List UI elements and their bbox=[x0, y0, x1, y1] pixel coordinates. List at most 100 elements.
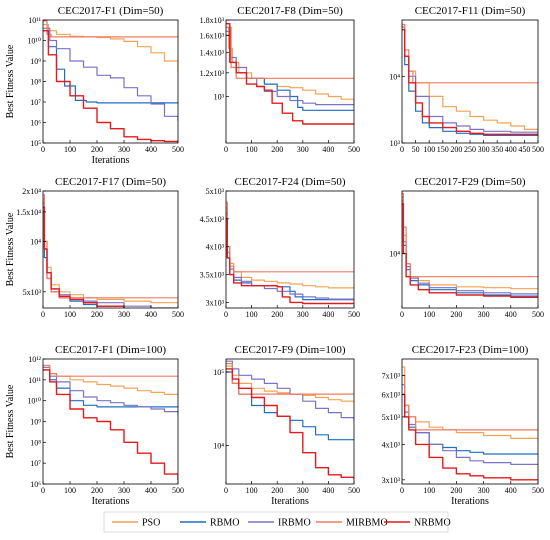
series-line-rbmo bbox=[402, 203, 538, 297]
x-tick-label: 300 bbox=[118, 145, 130, 154]
y-tick-label: 10⁷ bbox=[30, 98, 41, 107]
x-tick-label: 200 bbox=[91, 486, 103, 495]
series-group bbox=[43, 364, 178, 481]
y-tick-label: 10⁵ bbox=[30, 139, 41, 148]
series-line-rbmo bbox=[43, 30, 178, 104]
x-tick-label: 400 bbox=[505, 145, 517, 154]
series-group bbox=[402, 192, 538, 298]
x-tick-label: 0 bbox=[41, 310, 45, 319]
y-tick-label: 10⁸ bbox=[30, 78, 41, 87]
series-line-nrbmo bbox=[226, 368, 354, 480]
x-tick-label: 200 bbox=[450, 145, 462, 154]
legend-label-nrbmo: NRBMO bbox=[414, 518, 451, 529]
plot-frame bbox=[401, 190, 539, 309]
panel-title: CEC2017-F23 (Dim=100) bbox=[412, 344, 529, 356]
y-tick-label: 5x10³ bbox=[23, 288, 42, 297]
x-tick-label: 300 bbox=[297, 145, 309, 154]
x-tick-label: 200 bbox=[271, 145, 283, 154]
panel-4: CEC2017-F17 (Dim=50) 0 100 200 300 400 500 2x10… bbox=[5, 176, 184, 319]
y-tick-label: 10⁹ bbox=[30, 57, 41, 66]
x-tick-label: 350 bbox=[491, 145, 503, 154]
series-line-mirbmo bbox=[226, 363, 354, 395]
y-tick-label: 3x10³ bbox=[206, 298, 225, 307]
legend: PSO RBMO IRBMO MIRBMO NRBMO bbox=[103, 511, 451, 533]
y-tick-label: 1.2x10³ bbox=[200, 69, 225, 78]
x-tick-label: 0 bbox=[224, 486, 228, 495]
plot-frame bbox=[225, 190, 355, 309]
y-tick-label: 5x10³ bbox=[206, 187, 225, 196]
y-axis-label: Best Fitness Value bbox=[5, 44, 16, 118]
series-line-nrbmo bbox=[402, 203, 538, 298]
y-tick-label: 7x10³ bbox=[382, 371, 401, 380]
series-line-pso bbox=[402, 196, 538, 290]
x-tick-label: 500 bbox=[348, 486, 360, 495]
series-group bbox=[226, 201, 354, 305]
panel-title: CEC2017-F1 (Dim=50) bbox=[58, 5, 164, 17]
series-line-pso bbox=[226, 207, 354, 289]
x-tick-label: 100 bbox=[246, 310, 258, 319]
plot-frame bbox=[225, 19, 355, 144]
y-axis-label: Best Fitness Value bbox=[5, 384, 16, 458]
x-tick-label: 400 bbox=[505, 486, 517, 495]
y-tick-label: 10⁴ bbox=[389, 72, 400, 81]
x-tick-label: 100 bbox=[246, 145, 258, 154]
series-line-mirbmo bbox=[402, 23, 538, 84]
plot-frame bbox=[42, 190, 179, 309]
series-group bbox=[402, 23, 538, 136]
x-tick-label: 500 bbox=[348, 310, 360, 319]
panel-8: CEC2017-F9 (Dim=100) 0 100 200 300 400 500 10⁵ 1… bbox=[213, 344, 360, 507]
legend-label-pso: PSO bbox=[142, 518, 160, 529]
series-line-mirbmo bbox=[402, 192, 538, 278]
series-group bbox=[226, 23, 354, 125]
x-tick-label: 500 bbox=[532, 310, 544, 319]
panel-title: CEC2017-F9 (Dim=100) bbox=[234, 344, 345, 356]
panel-3: CEC2017-F11 (Dim=50) 0 50 100 150 200 250 300 35… bbox=[389, 5, 544, 154]
y-tick-label: 10⁴ bbox=[30, 237, 41, 246]
x-tick-label: 100 bbox=[64, 486, 76, 495]
x-tick-label: 200 bbox=[91, 310, 103, 319]
x-tick-label: 500 bbox=[532, 486, 544, 495]
x-tick-label: 100 bbox=[64, 145, 76, 154]
x-tick-label: 300 bbox=[478, 486, 490, 495]
x-tick-label: 0 bbox=[41, 486, 45, 495]
y-tick-label: 10¹¹ bbox=[28, 376, 41, 385]
y-tick-label: 10¹⁰ bbox=[27, 397, 41, 406]
x-tick-label: 0 bbox=[224, 145, 228, 154]
legend-label-rbmo: RBMO bbox=[210, 518, 239, 529]
series-line-nrbmo bbox=[226, 218, 354, 305]
series-line-nrbmo bbox=[402, 29, 538, 135]
x-tick-label: 0 bbox=[400, 310, 404, 319]
y-tick-label: 10⁴ bbox=[389, 250, 400, 259]
series-line-mirbmo bbox=[226, 201, 354, 273]
x-tick-label: 300 bbox=[478, 145, 490, 154]
legend-label-mirbmo: MIRBMO bbox=[346, 518, 388, 529]
x-tick-label: 50 bbox=[412, 145, 420, 154]
x-tick-label: 400 bbox=[322, 310, 334, 319]
series-line-nrbmo bbox=[43, 30, 178, 143]
x-tick-label: 300 bbox=[118, 310, 130, 319]
panel-title: CEC2017-F29 (Dim=50) bbox=[414, 176, 525, 188]
panel-2: CEC2017-F8 (Dim=50) 0 100 200 300 400 500 1.8x1… bbox=[200, 5, 360, 154]
x-tick-label: 0 bbox=[224, 310, 228, 319]
series-line-irbmo bbox=[43, 27, 178, 121]
x-tick-label: 400 bbox=[145, 310, 157, 319]
series-line-pso bbox=[43, 23, 178, 72]
x-tick-label: 200 bbox=[271, 486, 283, 495]
series-line-irbmo bbox=[402, 200, 538, 295]
y-tick-label: 4.5x10³ bbox=[200, 215, 225, 224]
x-tick-label: 0 bbox=[41, 145, 45, 154]
y-tick-label: 10¹¹ bbox=[28, 16, 41, 25]
y-tick-label: 1.5x10⁴ bbox=[16, 208, 41, 217]
y-tick-label: 6x10³ bbox=[382, 390, 401, 399]
x-axis-label: Iterations bbox=[92, 496, 130, 507]
x-tick-label: 0 bbox=[400, 486, 404, 495]
y-tick-label: 5x10³ bbox=[382, 413, 401, 422]
legend-box bbox=[103, 511, 449, 533]
y-tick-label: 1.8x10³ bbox=[200, 16, 225, 25]
plot-frame bbox=[401, 19, 539, 144]
x-tick-label: 300 bbox=[118, 486, 130, 495]
x-tick-label: 200 bbox=[271, 310, 283, 319]
y-tick-label: 10³ bbox=[214, 93, 225, 102]
panel-title: CEC2017-F11 (Dim=50) bbox=[415, 5, 526, 17]
